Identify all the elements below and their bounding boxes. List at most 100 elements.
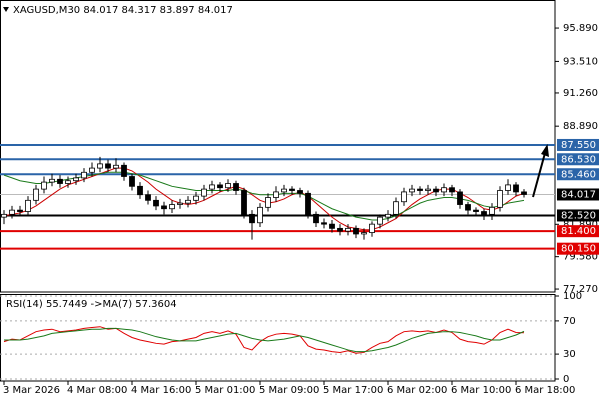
x-tick-label: 5 Mar 17:00 <box>323 385 383 396</box>
candle-body <box>137 185 143 196</box>
y-tick-label: 30 <box>563 349 576 360</box>
candle-body <box>153 199 159 207</box>
candle-body <box>185 199 191 204</box>
rsi-line <box>4 327 525 353</box>
y-tick-label: 88.890 <box>563 121 598 132</box>
candle-body <box>41 181 47 190</box>
candle-body <box>169 204 175 210</box>
candle-body <box>1 213 7 218</box>
chart-title: XAGUSD,M30 84.017 84.317 83.897 84.017 <box>13 5 233 16</box>
candle-body <box>521 191 527 195</box>
candle-body <box>113 164 119 169</box>
y-tick-label: 70 <box>563 316 576 327</box>
candle-body <box>209 184 215 190</box>
symbol-icon <box>3 7 9 12</box>
candle-body <box>201 188 207 197</box>
plot-layers: 95.890 93.510 91.260 88.890 81.890 79.580 77.2… <box>0 23 599 396</box>
candle-body <box>513 184 519 193</box>
candle-body <box>417 188 423 191</box>
last-price-label: 84.017 <box>561 189 596 200</box>
level-label: 85.460 <box>561 169 596 180</box>
candle-body <box>289 188 295 191</box>
level-label: 81.400 <box>561 226 596 237</box>
candle-body <box>49 178 55 183</box>
candle-body <box>145 194 151 201</box>
x-tick-label: 5 Mar 01:00 <box>195 385 255 396</box>
x-tick-label: 4 Mar 16:00 <box>131 385 191 396</box>
y-tick-label: 77.270 <box>563 284 598 295</box>
candle-body <box>233 183 239 191</box>
level-label: 87.550 <box>561 140 596 151</box>
x-tick-label: 4 Mar 08:00 <box>67 385 127 396</box>
candle-body <box>97 163 103 169</box>
candle-body <box>385 213 391 218</box>
candle-body <box>377 216 383 225</box>
rsi-panel <box>0 294 556 382</box>
last-price-bg <box>557 188 599 201</box>
x-tick-label: 6 Mar 02:00 <box>387 385 447 396</box>
candle-body <box>217 184 223 189</box>
candle-body <box>129 176 135 187</box>
candle-body <box>65 180 71 184</box>
candle-body <box>25 199 31 212</box>
candle-body <box>121 164 127 177</box>
candle-body <box>57 178 63 184</box>
candle-body <box>89 167 95 173</box>
candle-body <box>457 191 463 205</box>
candle-body <box>473 209 479 212</box>
arrow-head <box>541 144 549 157</box>
y-tick-label: 0 <box>563 374 569 385</box>
x-tick-label: 6 Mar 10:00 <box>451 385 511 396</box>
candle-body <box>353 227 359 235</box>
candle-body <box>409 188 415 193</box>
candle-body <box>105 163 111 169</box>
y-tick-label: 91.260 <box>563 88 598 99</box>
candle-body <box>273 191 279 198</box>
x-tick-label: 6 Mar 18:00 <box>515 385 575 396</box>
candle-body <box>17 209 23 212</box>
candle-body <box>361 232 367 235</box>
x-tick-label: 3 Mar 2026 <box>3 385 60 396</box>
y-tick-label: 81.890 <box>563 219 598 230</box>
candle-body <box>313 213 319 224</box>
level-label-bg <box>557 168 599 181</box>
level-label-bg <box>557 153 599 166</box>
level-label-bg <box>557 225 599 238</box>
candle-body <box>497 190 503 208</box>
candle-body <box>81 171 87 179</box>
moving-average <box>3 171 525 221</box>
candle-body <box>433 188 439 193</box>
candle-body <box>257 206 263 224</box>
candle-body <box>489 206 495 215</box>
candle-body <box>265 197 271 208</box>
price-panel <box>0 0 556 293</box>
candle-body <box>241 190 247 215</box>
candle-body <box>481 211 487 215</box>
level-label-bg <box>557 209 599 222</box>
candle-body <box>321 222 327 225</box>
rsi-title: RSI(14) 55.7449 ->MA(7) 57.3604 <box>6 299 177 310</box>
candle-body <box>33 188 39 201</box>
candle-body <box>73 177 79 182</box>
candle-body <box>281 188 287 193</box>
level-label: 86.530 <box>561 154 596 165</box>
candle-body <box>329 223 335 229</box>
candle-body <box>305 192 311 215</box>
candle-body <box>161 205 167 210</box>
candle-body <box>425 188 431 191</box>
candle-body <box>177 202 183 205</box>
y-tick-label: 100 <box>563 291 582 302</box>
candle-body <box>505 184 511 191</box>
candle-body <box>345 227 351 232</box>
candle-body <box>9 209 15 215</box>
candle-body <box>297 190 303 194</box>
candle-body <box>337 227 343 232</box>
y-tick-label: 79.580 <box>563 252 598 263</box>
candle-body <box>441 187 447 193</box>
candle-body <box>225 183 231 189</box>
candle-body <box>393 201 399 215</box>
candle-body <box>369 223 375 233</box>
y-tick-label: 95.890 <box>563 23 598 34</box>
